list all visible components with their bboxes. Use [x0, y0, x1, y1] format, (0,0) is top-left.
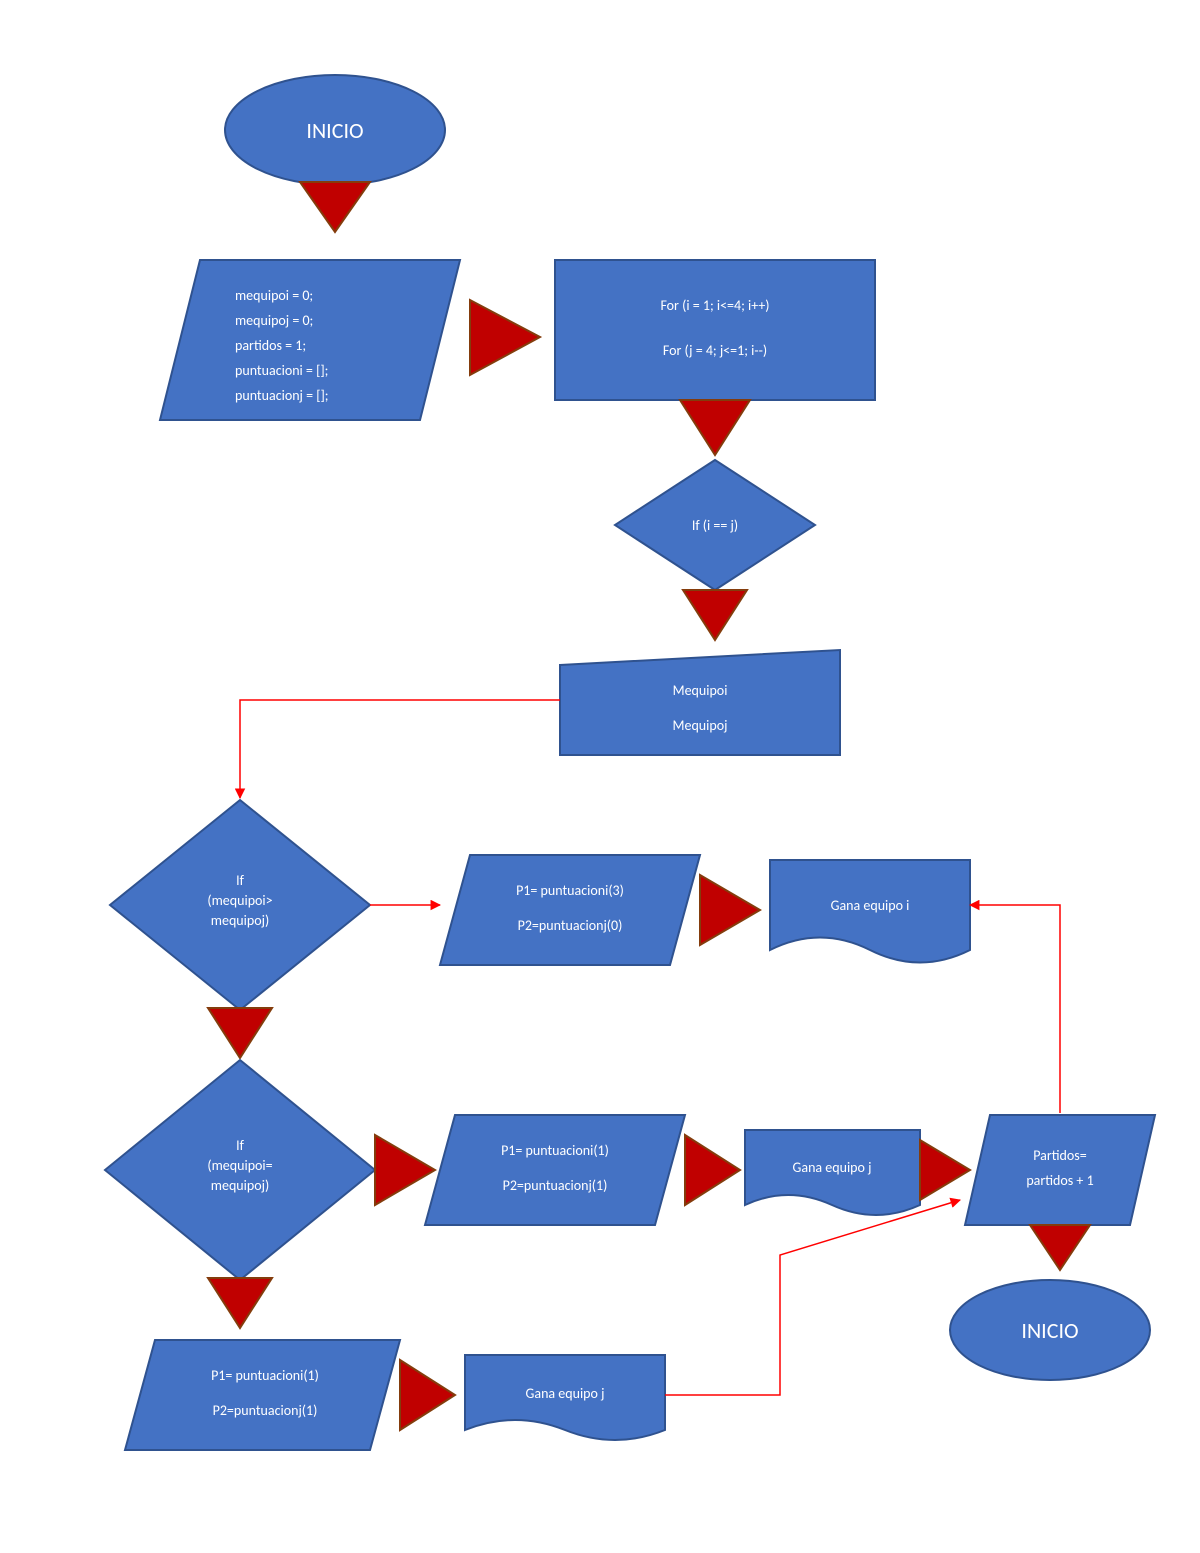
svg-text:puntuacioni = [];: puntuacioni = [];: [235, 362, 328, 379]
node-for: For (i = 1; i<=4; i++) For (j = 4; j<=1;…: [555, 260, 875, 400]
svg-text:partidos + 1: partidos + 1: [1026, 1172, 1093, 1189]
node-end: INICIO: [950, 1280, 1150, 1380]
svg-text:Mequipoj: Mequipoj: [673, 717, 728, 734]
svg-text:(mequipoi>: (mequipoi>: [207, 892, 272, 909]
node-ifij: If (i == j): [615, 460, 815, 590]
svg-text:P1= puntuacioni(3): P1= puntuacioni(3): [516, 882, 624, 899]
node-ifgt: If (mequipoi> mequipoj): [110, 800, 370, 1010]
svg-text:P2=puntuacionj(0): P2=puntuacionj(0): [518, 917, 623, 934]
node-ganaj1: Gana equipo j: [745, 1130, 920, 1215]
node-p11b: P1= puntuacioni(1) P2=puntuacionj(1): [125, 1340, 400, 1450]
svg-text:mequipoj = 0;: mequipoj = 0;: [235, 312, 313, 329]
arrow-ifgt-ifeq: [208, 1008, 272, 1058]
node-ganaj2: Gana equipo j: [465, 1355, 665, 1440]
svg-text:If: If: [236, 1137, 245, 1154]
arrow-p30-ganai: [700, 875, 760, 945]
svg-text:Partidos=: Partidos=: [1033, 1147, 1087, 1164]
svg-text:mequipoi = 0;: mequipoi = 0;: [235, 287, 313, 304]
connector-meq-ifgt: [240, 700, 560, 798]
arrow-p11b-ganaj2: [400, 1360, 455, 1430]
svg-text:partidos = 1;: partidos = 1;: [235, 337, 306, 354]
svg-text:If (i == j): If (i == j): [692, 517, 738, 534]
svg-text:P1= puntuacioni(1): P1= puntuacioni(1): [211, 1367, 319, 1384]
arrow-for-ifij: [680, 400, 750, 455]
svg-text:For (i = 1; i<=4; i++): For (i = 1; i<=4; i++): [660, 297, 769, 314]
svg-text:INICIO: INICIO: [306, 117, 363, 144]
arrow-ifeq-p11a: [375, 1135, 435, 1205]
svg-text:P2=puntuacionj(1): P2=puntuacionj(1): [213, 1402, 318, 1419]
svg-text:(mequipoi=: (mequipoi=: [207, 1157, 272, 1174]
node-start: INICIO: [225, 75, 445, 185]
node-part: Partidos= partidos + 1: [965, 1115, 1155, 1225]
svg-text:Gana equipo i: Gana equipo i: [831, 897, 910, 914]
svg-text:P2=puntuacionj(1): P2=puntuacionj(1): [503, 1177, 608, 1194]
arrow-init-for: [470, 300, 540, 375]
svg-text:For (j = 4; j<=1; i--): For (j = 4; j<=1; i--): [663, 342, 767, 359]
arrow-ganaj1-part: [920, 1140, 970, 1200]
svg-text:Mequipoi: Mequipoi: [673, 682, 728, 699]
svg-text:INICIO: INICIO: [1021, 1317, 1078, 1344]
arrow-part-end: [1030, 1225, 1090, 1270]
svg-text:puntuacionj = [];: puntuacionj = [];: [235, 387, 329, 404]
node-ganai: Gana equipo i: [770, 860, 970, 963]
node-ifeq: If (mequipoi= mequipoj): [105, 1060, 375, 1280]
node-meq: Mequipoi Mequipoj: [560, 650, 840, 755]
flowchart-canvas: INICIO mequipoi = 0; mequipoj = 0; parti…: [0, 0, 1200, 1553]
connector-ganai-part: [970, 905, 1060, 1113]
arrow-ifij-meq: [683, 590, 747, 640]
connector-ganaj2-part: [665, 1200, 960, 1395]
svg-text:If: If: [236, 872, 245, 889]
node-init: mequipoi = 0; mequipoj = 0; partidos = 1…: [160, 260, 460, 420]
arrow-ifeq-p11b: [208, 1278, 272, 1328]
svg-text:mequipoj): mequipoj): [211, 1177, 269, 1194]
node-p11a: P1= puntuacioni(1) P2=puntuacionj(1): [425, 1115, 685, 1225]
svg-text:mequipoj): mequipoj): [211, 912, 269, 929]
svg-text:P1= puntuacioni(1): P1= puntuacioni(1): [501, 1142, 609, 1159]
svg-text:Gana equipo j: Gana equipo j: [526, 1385, 605, 1402]
arrow-start-init: [300, 182, 370, 232]
svg-text:Gana equipo j: Gana equipo j: [793, 1159, 872, 1176]
node-p30: P1= puntuacioni(3) P2=puntuacionj(0): [440, 855, 700, 965]
arrow-p11a-ganaj1: [685, 1135, 740, 1205]
